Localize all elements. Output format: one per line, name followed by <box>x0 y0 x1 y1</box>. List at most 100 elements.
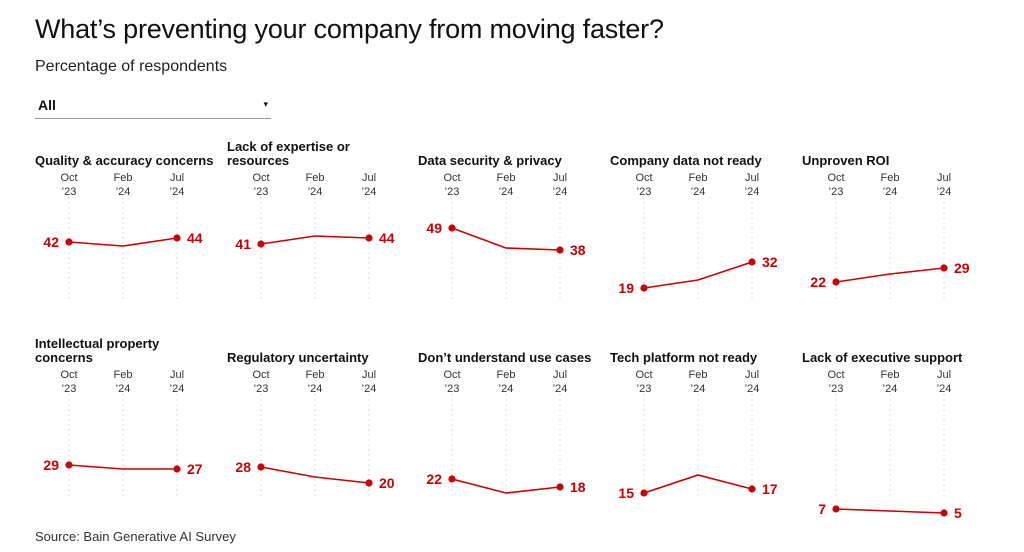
x-tick-label: ’23 <box>637 186 652 198</box>
panel-title: Quality & accuracy concerns <box>35 153 214 168</box>
x-tick-label: ’23 <box>829 383 844 395</box>
x-tick-label: ’24 <box>116 186 131 198</box>
data-label: 22 <box>426 471 442 487</box>
chart-panel: Quality & accuracy concerns Oct ’23 Feb ’24 J… <box>35 136 215 306</box>
x-tick-label: Oct <box>252 369 269 381</box>
source-note: Source: Bain Generative AI Survey <box>35 529 236 544</box>
data-point <box>448 475 456 483</box>
x-tick-label: Oct <box>827 172 844 184</box>
panel-plot: Oct ’23 Feb ’24 Jul ’24 49 38 <box>426 172 586 300</box>
x-tick-label: Feb <box>881 369 900 381</box>
data-point <box>940 509 948 517</box>
x-tick-label: Feb <box>306 172 325 184</box>
chart-panel: Intellectual property concerns Oct ’23 Feb ’… <box>35 333 215 503</box>
data-label: 49 <box>426 220 442 236</box>
data-point <box>748 485 756 493</box>
x-tick-label: Jul <box>362 172 376 184</box>
x-tick-label: Jul <box>553 172 567 184</box>
data-point <box>940 264 948 272</box>
data-point <box>257 463 265 471</box>
data-point <box>173 465 181 473</box>
data-label: 19 <box>618 280 634 296</box>
x-tick-label: ’24 <box>883 186 898 198</box>
chart-panel: Data security & privacy Oct ’23 Feb ’24 Jul ’2… <box>418 136 598 306</box>
x-tick-label: Jul <box>170 172 184 184</box>
panel-title: Lack of expertise or resources <box>227 139 350 168</box>
x-tick-label: Feb <box>114 369 133 381</box>
x-tick-label: ’24 <box>937 186 952 198</box>
chart-panel: Tech platform not ready Oct ’23 Feb ’24 Jul ’2… <box>610 333 790 503</box>
panel-title: Don’t understand use cases <box>418 350 592 365</box>
x-tick-label: ’23 <box>445 186 460 198</box>
x-tick-label: Feb <box>689 369 708 381</box>
x-tick-label: Jul <box>745 172 759 184</box>
x-tick-label: Oct <box>827 369 844 381</box>
data-point <box>65 238 73 246</box>
x-tick-label: Oct <box>443 172 460 184</box>
x-tick-label: ’24 <box>745 186 760 198</box>
data-point <box>365 479 373 487</box>
data-point <box>173 234 181 242</box>
data-label: 22 <box>810 274 826 290</box>
panel-title: Intellectual property concerns <box>35 336 160 365</box>
filter-selected-value: All <box>38 97 56 113</box>
data-label: 41 <box>235 236 251 252</box>
x-tick-label: Feb <box>497 369 516 381</box>
x-tick-label: Oct <box>443 369 460 381</box>
data-label: 29 <box>43 457 59 473</box>
data-point <box>556 483 564 491</box>
x-tick-label: Oct <box>635 172 652 184</box>
x-tick-label: ’24 <box>553 383 568 395</box>
x-tick-label: ’24 <box>116 383 131 395</box>
series-line <box>451 227 561 251</box>
x-tick-label: Oct <box>635 369 652 381</box>
chart-panel: Unproven ROI Oct ’23 Feb ’24 Jul ’24 22 29 <box>802 136 982 306</box>
chart-panel: Don’t understand use cases Oct ’23 Feb ’24 Ju… <box>418 333 598 503</box>
chevron-down-icon: ▾ <box>263 99 268 109</box>
x-tick-label: Feb <box>114 172 133 184</box>
x-tick-label: Jul <box>937 172 951 184</box>
x-tick-label: ’24 <box>499 383 514 395</box>
series-line <box>451 478 561 494</box>
x-tick-label: ’24 <box>308 383 323 395</box>
data-label: 18 <box>570 479 586 495</box>
chart-panel: Regulatory uncertainty Oct ’23 Feb ’24 Jul ’24… <box>227 333 407 503</box>
data-point <box>448 224 456 232</box>
x-tick-label: Oct <box>60 369 77 381</box>
data-label: 20 <box>379 475 395 491</box>
x-tick-label: ’23 <box>637 383 652 395</box>
series-line <box>68 237 178 247</box>
x-tick-label: Jul <box>553 369 567 381</box>
panel-title: Lack of executive support <box>802 350 963 365</box>
x-tick-label: ’23 <box>254 383 269 395</box>
data-point <box>257 240 265 248</box>
x-tick-label: ’24 <box>170 383 185 395</box>
data-label: 38 <box>570 242 586 258</box>
x-tick-label: ’24 <box>883 383 898 395</box>
data-label: 29 <box>954 260 970 276</box>
data-point <box>748 258 756 266</box>
data-point <box>640 284 648 292</box>
data-point <box>832 278 840 286</box>
panel-plot: Oct ’23 Feb ’24 Jul ’24 19 32 <box>618 172 778 300</box>
data-label: 15 <box>618 485 634 501</box>
data-label: 5 <box>954 505 962 521</box>
x-tick-label: Oct <box>60 172 77 184</box>
panel-plot: Oct ’23 Feb ’24 Jul ’24 42 44 <box>43 172 203 300</box>
x-tick-label: ’24 <box>362 186 377 198</box>
x-tick-label: ’24 <box>308 186 323 198</box>
data-label: 42 <box>43 234 59 250</box>
x-tick-label: ’23 <box>445 383 460 395</box>
chart-panel: Lack of executive support Oct ’23 Feb ’24 Jul… <box>802 333 982 522</box>
segment-filter-dropdown[interactable]: All ▾ <box>35 94 271 119</box>
chart-title: What’s preventing your company from movi… <box>35 14 664 44</box>
data-label: 32 <box>762 254 778 270</box>
chart-panel: Company data not ready Oct ’23 Feb ’24 Jul ’24… <box>610 136 790 306</box>
x-tick-label: ’24 <box>745 383 760 395</box>
chart-panel: Lack of expertise or resources Oct ’23 Feb ’… <box>227 136 407 306</box>
x-tick-label: Feb <box>689 172 708 184</box>
x-tick-label: Oct <box>252 172 269 184</box>
x-tick-label: Feb <box>306 369 325 381</box>
panel-title: Data security & privacy <box>418 153 562 168</box>
x-tick-label: Jul <box>937 369 951 381</box>
